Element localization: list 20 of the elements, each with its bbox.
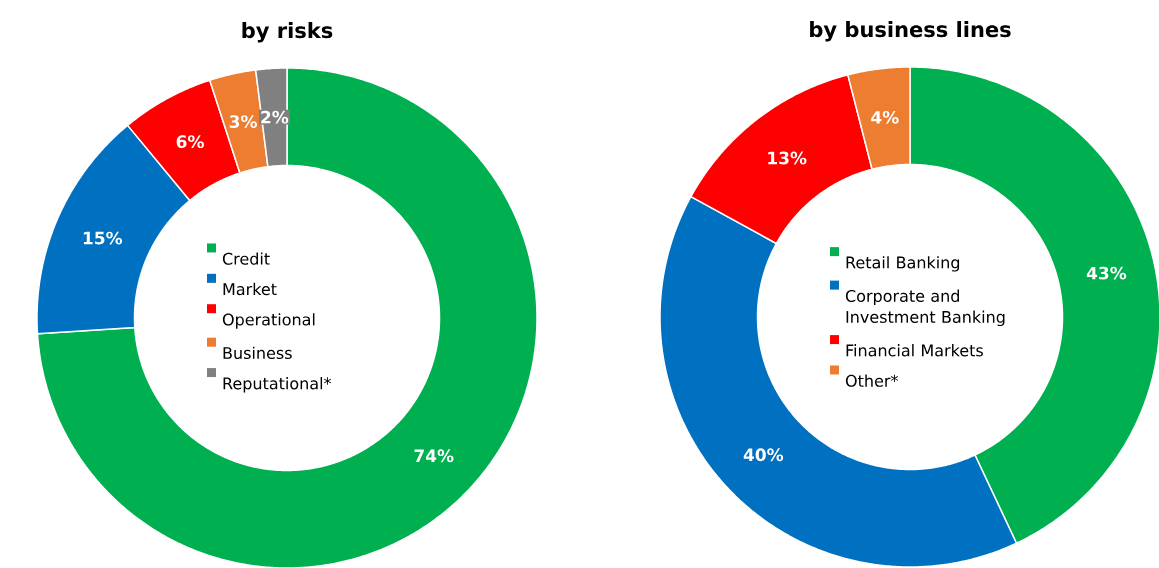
legend-label: Operational bbox=[222, 313, 315, 329]
chart-title: by risks bbox=[242, 22, 333, 43]
data-label: 2% bbox=[261, 110, 289, 124]
chart-title: by business lines bbox=[810, 21, 1011, 42]
data-label: 15% bbox=[83, 231, 123, 245]
legend-label: Credit bbox=[222, 252, 270, 265]
legend-label: Reputational* bbox=[223, 377, 332, 393]
data-label: 40% bbox=[743, 448, 784, 462]
data-label: 74% bbox=[414, 449, 454, 463]
data-label: 13% bbox=[768, 151, 807, 165]
data-label: 43% bbox=[1086, 266, 1127, 280]
legend-label: Market bbox=[223, 282, 277, 296]
legend-label: Business bbox=[223, 346, 292, 360]
legend-label: Corporate and Investment Banking bbox=[845, 289, 1005, 327]
legend-label: Retail Banking bbox=[846, 256, 960, 272]
legend-label: Other* bbox=[845, 374, 898, 387]
data-label: 3% bbox=[229, 115, 257, 129]
legend-label: Financial Markets bbox=[846, 344, 983, 357]
data-label: 6% bbox=[176, 135, 204, 149]
data-label: 4% bbox=[871, 110, 899, 124]
